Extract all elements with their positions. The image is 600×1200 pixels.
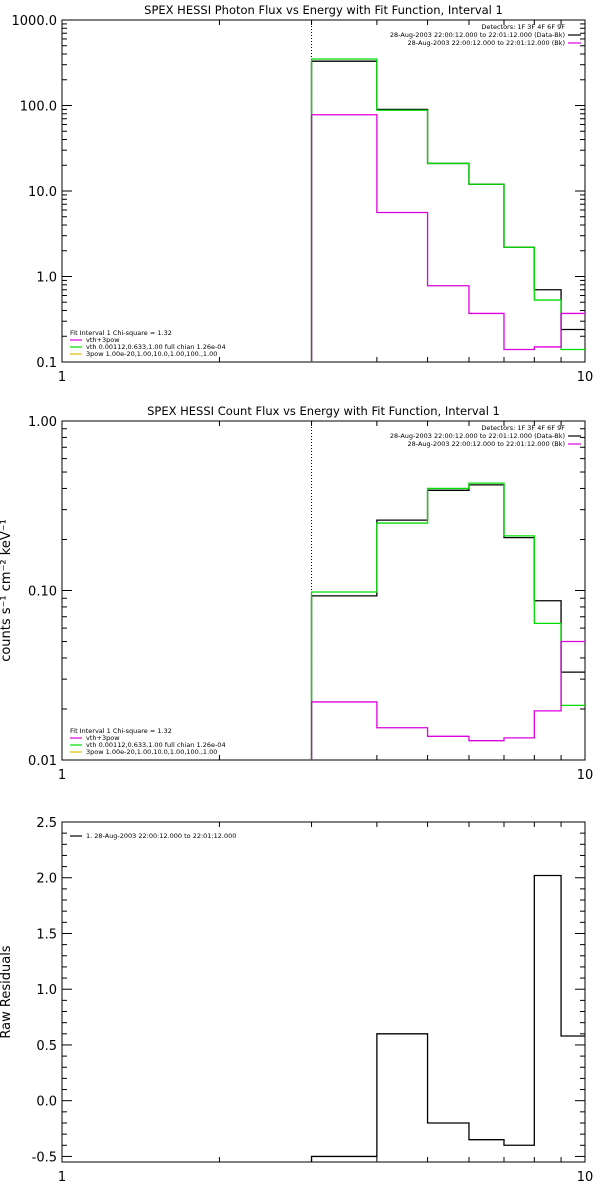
chart-panel-1: SPEX HESSI Photon Flux vs Energy with Fi… [12,3,594,385]
y-tick-label: 10.0 [28,185,57,200]
chart-panel-2: SPEX HESSI Count Flux vs Energy with Fit… [0,404,593,783]
legend-text-line: vth+3pow [86,734,120,742]
y-tick-label: 1.0 [36,983,57,998]
x-tick-label: 1 [58,1170,66,1185]
y-tick-label: 0.0 [36,1095,57,1110]
x-tick-label: 1 [58,370,66,385]
y-axis-label: Raw Residuals [0,945,14,1038]
y-tick-label: 0.10 [28,585,57,600]
y-tick-label: 1.00 [28,415,57,430]
y-tick-label: 1000.0 [12,14,58,29]
header-text-line: 28-Aug-2003 22:00:12.000 to 22:01:12.000… [390,432,565,440]
series-step-line-2 [310,482,585,760]
y-tick-label: 0.01 [28,754,57,769]
legend-text-line: Fit Interval 1 Chi-square = 1.32 [70,329,172,337]
legend-text-line: 1. 28-Aug-2003 22:00:12.000 to 22:01:12.… [86,832,236,840]
header-text-line: 28-Aug-2003 22:00:12.000 to 22:01:12.000… [408,440,565,448]
y-tick-label: 2.0 [36,872,57,887]
x-tick-label: 1 [58,768,66,783]
y-axis-label: counts s⁻¹ cm⁻² keV⁻¹ [0,519,14,662]
plot-frame [61,420,586,761]
legend-text-line: vth 0.00112,0.633,1.00 full chian 1.26e-… [86,343,226,351]
legend-text-line: vth+3pow [86,336,120,344]
header-text-line: 28-Aug-2003 22:00:12.000 to 22:01:12.000… [390,31,565,39]
chart-title: SPEX HESSI Count Flux vs Energy with Fit… [147,404,500,418]
y-tick-label: 1.0 [36,271,57,286]
x-tick-label: 10 [577,1170,594,1185]
chart-panel-3: Raw Residuals 1 10 -0.5 0.0 0.5 1.0 1.5 2.0 2.5 1.… [0,816,593,1185]
legend-text-line: 3pow 1.00e-20,1.00,10.0,1.00,100.,1.00 [86,748,217,756]
series-step-line-1 [310,874,585,1162]
header-text-line: 28-Aug-2003 22:00:12.000 to 22:01:12.000… [408,39,565,47]
header-text-line: Detectors: 1F 3F 4F 6F 9F [481,424,565,432]
y-tick-label: 100.0 [20,100,57,115]
x-tick-label: 10 [577,370,594,385]
series-step-line-3 [310,640,585,760]
plot-frame [61,19,586,363]
chart-title: SPEX HESSI Photon Flux vs Energy with Fi… [144,3,503,17]
series-step-line-2 [310,58,585,362]
header-text-line: Detectors: 1F 3F 4F 6F 9F [481,23,565,31]
series-step-line-1 [310,484,585,760]
y-tick-label: 2.5 [36,816,57,831]
series-step-line-3 [310,114,585,362]
legend-text-line: Fit Interval 1 Chi-square = 1.32 [70,727,172,735]
y-tick-label: 0.5 [36,1039,57,1054]
y-tick-label: 1.5 [36,927,57,942]
series-step-line-1 [310,60,585,362]
legend-text-line: vth 0.00112,0.633,1.00 full chian 1.26e-… [86,741,226,749]
x-tick-label: 10 [577,768,594,783]
y-tick-label: 0.1 [36,356,57,371]
legend-text-line: 3pow 1.00e-20,1.00,10.0,1.00,100.,1.00 [86,350,217,358]
y-tick-label: -0.5 [32,1150,57,1165]
plot-frame [61,821,586,1163]
